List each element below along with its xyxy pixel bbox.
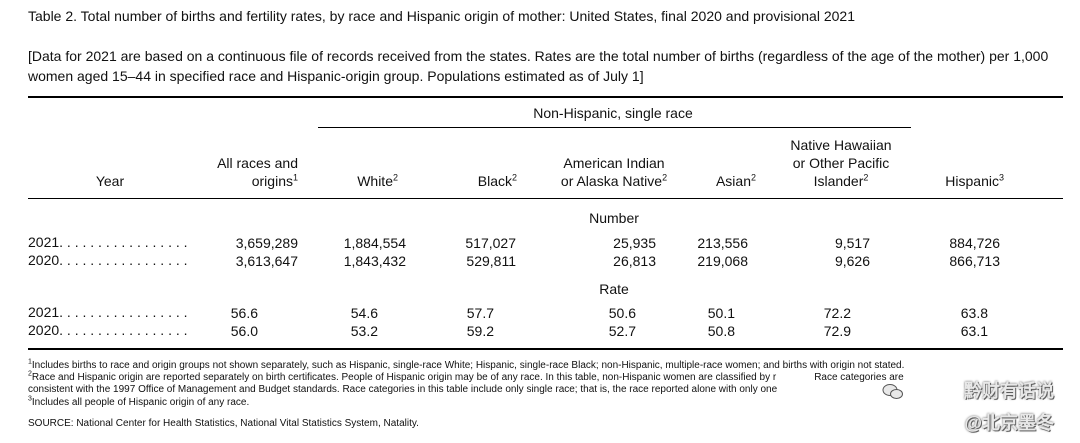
cell-white: 54.6	[350, 305, 378, 321]
col-header-native-hawaiian: Native Hawaiian or Other Pacific Islande…	[790, 137, 892, 189]
cell-asian: 50.8	[707, 323, 735, 339]
spanner-rule	[318, 127, 911, 128]
cell-hispanic: 63.8	[960, 305, 988, 321]
row-year: 2021. . . . . . . . . . . . . . . . .	[28, 304, 188, 320]
cell-native-hawaiian: 9,517	[834, 235, 870, 251]
watermark: 黔财有话说 @北京墨冬	[964, 380, 1054, 434]
watermark-line-1: 黔财有话说	[964, 381, 1054, 401]
footnote-2: 2Race and Hispanic origin are reported s…	[28, 370, 904, 383]
cell-native-hawaiian: 9,626	[834, 253, 870, 269]
cell-white: 1,843,432	[343, 253, 406, 269]
col-header-white: White2	[357, 172, 398, 189]
watermark-line-2: @北京墨冬	[964, 413, 1054, 433]
footnote-1: 1Includes births to race and origin grou…	[28, 358, 905, 371]
col-header-all-races: All races and origins1	[217, 155, 298, 189]
cell-hispanic: 63.1	[960, 323, 988, 339]
col-header-american-indian: American Indian or Alaska Native2	[560, 155, 668, 189]
row-year: 2021. . . . . . . . . . . . . . . . .	[28, 234, 188, 250]
cell-asian: 213,556	[697, 235, 748, 251]
cell-american-indian: 25,935	[613, 235, 656, 251]
cell-hispanic: 866,713	[949, 253, 1000, 269]
footnote-2-continued: consistent with the 1997 Office of Manag…	[28, 384, 778, 395]
cell-all-races: 3,613,647	[235, 253, 298, 269]
cell-black: 529,811	[466, 253, 516, 269]
section-label-rate: Rate	[599, 281, 629, 297]
col-header-asian: Asian2	[715, 172, 756, 189]
cell-asian: 50.1	[707, 305, 735, 321]
section-label-number: Number	[589, 210, 639, 226]
footnote-3: 3Includes all people of Hispanic origin …	[28, 395, 250, 408]
col-header-hispanic: Hispanic3	[945, 172, 1004, 189]
cell-hispanic: 884,726	[949, 235, 1000, 251]
table-title: Table 2. Total number of births and fert…	[28, 8, 855, 24]
spanner-header: Non-Hispanic, single race	[533, 105, 693, 121]
row-year: 2020. . . . . . . . . . . . . . . . .	[28, 252, 188, 268]
cell-all-races: 56.0	[230, 323, 258, 339]
cell-black: 517,027	[465, 235, 516, 251]
col-header-year: Year	[95, 173, 125, 189]
top-rule	[28, 96, 1063, 98]
bottom-rule	[28, 348, 1063, 350]
cell-white: 53.2	[350, 323, 378, 339]
cell-native-hawaiian: 72.9	[823, 323, 851, 339]
source-note: SOURCE: National Center for Health Stati…	[28, 418, 419, 429]
cell-american-indian: 26,813	[613, 253, 656, 269]
cell-all-races: 56.6	[230, 305, 258, 321]
cell-american-indian: 52.7	[608, 323, 636, 339]
cell-native-hawaiian: 72.2	[823, 305, 851, 321]
cell-black: 57.7	[466, 305, 494, 321]
cell-black: 59.2	[466, 323, 494, 339]
cell-all-races: 3,659,289	[235, 235, 298, 251]
table-headnote: [Data for 2021 are based on a continuous…	[28, 48, 1049, 84]
wechat-logo-icon	[882, 384, 903, 399]
header-rule	[28, 198, 1063, 199]
row-year: 2020. . . . . . . . . . . . . . . . .	[28, 322, 188, 338]
col-header-black: Black2	[477, 172, 517, 189]
cell-white: 1,884,554	[343, 235, 406, 251]
cell-asian: 219,068	[697, 253, 748, 269]
cell-american-indian: 50.6	[608, 305, 636, 321]
